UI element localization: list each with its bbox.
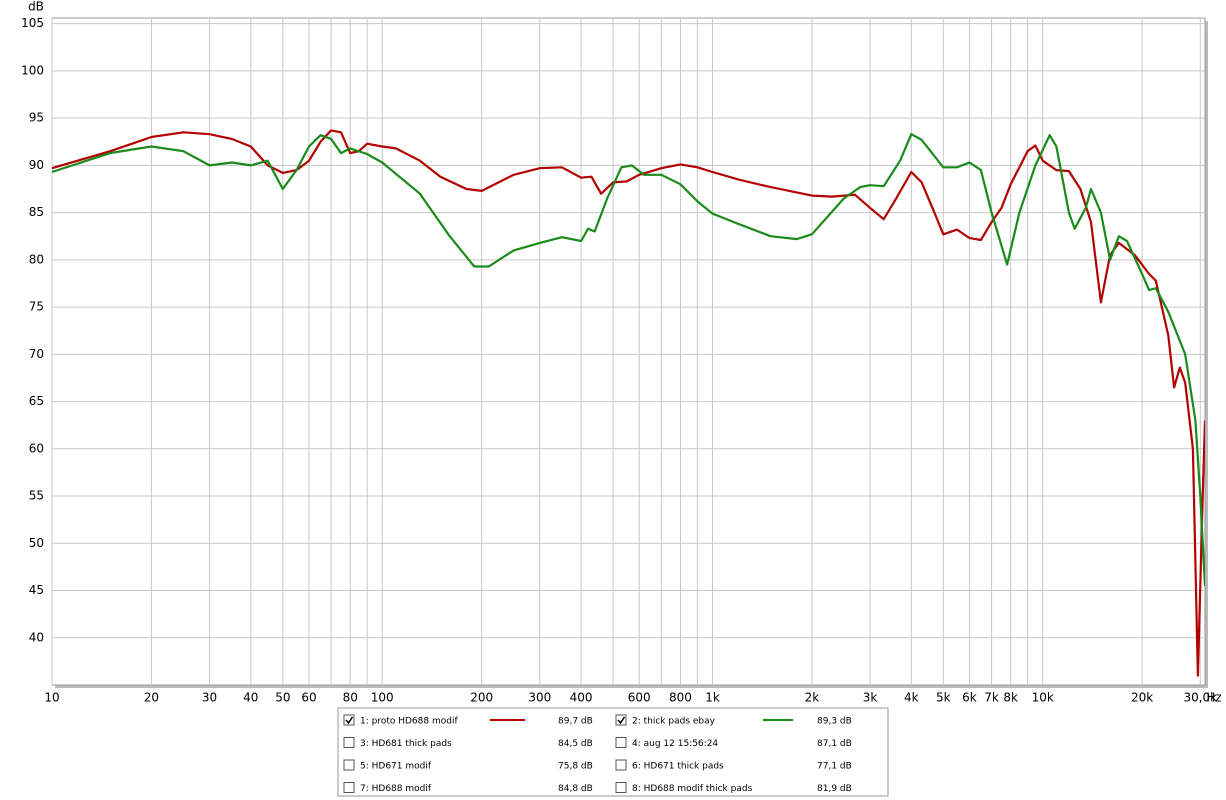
x-tick-label: 30,0k bbox=[1183, 691, 1217, 705]
legend-label[interactable]: 4: aug 12 15:56:24 bbox=[632, 739, 718, 749]
x-tick-label: 80 bbox=[343, 691, 358, 705]
y-tick-label: 105 bbox=[21, 16, 44, 30]
legend-label[interactable]: 7: HD688 modif bbox=[360, 784, 432, 794]
legend-label[interactable]: 5: HD671 modif bbox=[360, 762, 432, 772]
legend-checkbox[interactable] bbox=[343, 759, 355, 771]
legend-label[interactable]: 6: HD671 thick pads bbox=[632, 762, 724, 772]
x-tick-label: 40 bbox=[243, 691, 258, 705]
x-tick-label: 200 bbox=[470, 691, 493, 705]
x-tick-label: 10 bbox=[44, 691, 59, 705]
y-tick-label: 85 bbox=[29, 205, 44, 219]
y-tick-label: 45 bbox=[29, 583, 44, 597]
y-tick-label: 60 bbox=[29, 441, 44, 455]
x-tick-label: 2k bbox=[805, 691, 820, 705]
x-tick-label: 800 bbox=[669, 691, 692, 705]
legend-checkbox[interactable] bbox=[615, 737, 627, 748]
x-tick-label: 20k bbox=[1131, 691, 1153, 705]
legend-level: 84,8 dB bbox=[558, 784, 593, 794]
y-tick-label: 50 bbox=[29, 536, 44, 550]
legend-checkbox[interactable] bbox=[343, 737, 355, 748]
y-tick-label: 40 bbox=[29, 630, 44, 644]
x-tick-label: 300 bbox=[528, 691, 551, 705]
x-tick-label: 100 bbox=[371, 691, 394, 705]
legend-label[interactable]: 3: HD681 thick pads bbox=[360, 739, 452, 749]
plot-area bbox=[51, 17, 1206, 686]
x-axis-label: Hz bbox=[1206, 691, 1221, 705]
checkmark bbox=[617, 716, 626, 725]
x-tick-label: 30 bbox=[202, 691, 217, 705]
legend-checkbox[interactable] bbox=[343, 782, 355, 793]
x-tick-label: 1k bbox=[705, 691, 720, 705]
legend-level: 84,5 dB bbox=[558, 739, 593, 749]
x-tick-label: 4k bbox=[904, 691, 919, 705]
series-line bbox=[52, 133, 1205, 586]
legend-checkbox[interactable] bbox=[615, 714, 627, 726]
legend-level: 89,7 dB bbox=[558, 717, 593, 727]
legend-box bbox=[337, 707, 889, 797]
legend-checkbox[interactable] bbox=[615, 782, 627, 793]
legend-level: 87,1 dB bbox=[817, 739, 852, 749]
x-tick-label: 10k bbox=[1032, 691, 1054, 705]
y-tick-label: 95 bbox=[29, 111, 44, 125]
series-line bbox=[52, 129, 1205, 677]
y-axis-label: dB bbox=[28, 0, 44, 14]
legend-level: 81,9 dB bbox=[817, 784, 852, 794]
x-tick-label: 7k bbox=[984, 691, 999, 705]
legend-level: 89,3 dB bbox=[817, 717, 852, 727]
x-tick-label: 5k bbox=[936, 691, 951, 705]
checkmark bbox=[345, 716, 354, 725]
legend: 1: proto HD688 modif 89,7 dB 2: thick pads… bbox=[343, 714, 852, 794]
x-tick-label: 600 bbox=[628, 691, 651, 705]
y-tick-label: 100 bbox=[21, 63, 44, 77]
x-tick-label: 3k bbox=[863, 691, 878, 705]
x-tick-label: 8k bbox=[1003, 691, 1018, 705]
legend-level: 75,8 dB bbox=[558, 762, 593, 772]
legend-label[interactable]: 8: HD688 modif thick pads bbox=[632, 784, 753, 794]
legend-label[interactable]: 1: proto HD688 modif bbox=[360, 717, 458, 727]
y-tick-label: 55 bbox=[29, 489, 44, 503]
legend-checkbox[interactable] bbox=[343, 714, 355, 726]
x-tick-label: 6k bbox=[962, 691, 977, 705]
y-tick-label: 80 bbox=[29, 252, 44, 266]
legend-level: 77,1 dB bbox=[817, 762, 852, 772]
x-tick-label: 60 bbox=[301, 691, 316, 705]
x-tick-label: 400 bbox=[570, 691, 593, 705]
y-tick-label: 90 bbox=[29, 158, 44, 172]
legend-checkbox[interactable] bbox=[615, 759, 627, 771]
x-tick-label: 50 bbox=[275, 691, 290, 705]
y-tick-label: 65 bbox=[29, 394, 44, 408]
x-tick-label: 20 bbox=[144, 691, 159, 705]
legend-label[interactable]: 2: thick pads ebay bbox=[632, 717, 716, 727]
y-tick-label: 70 bbox=[29, 347, 44, 361]
y-tick-label: 75 bbox=[29, 300, 44, 314]
